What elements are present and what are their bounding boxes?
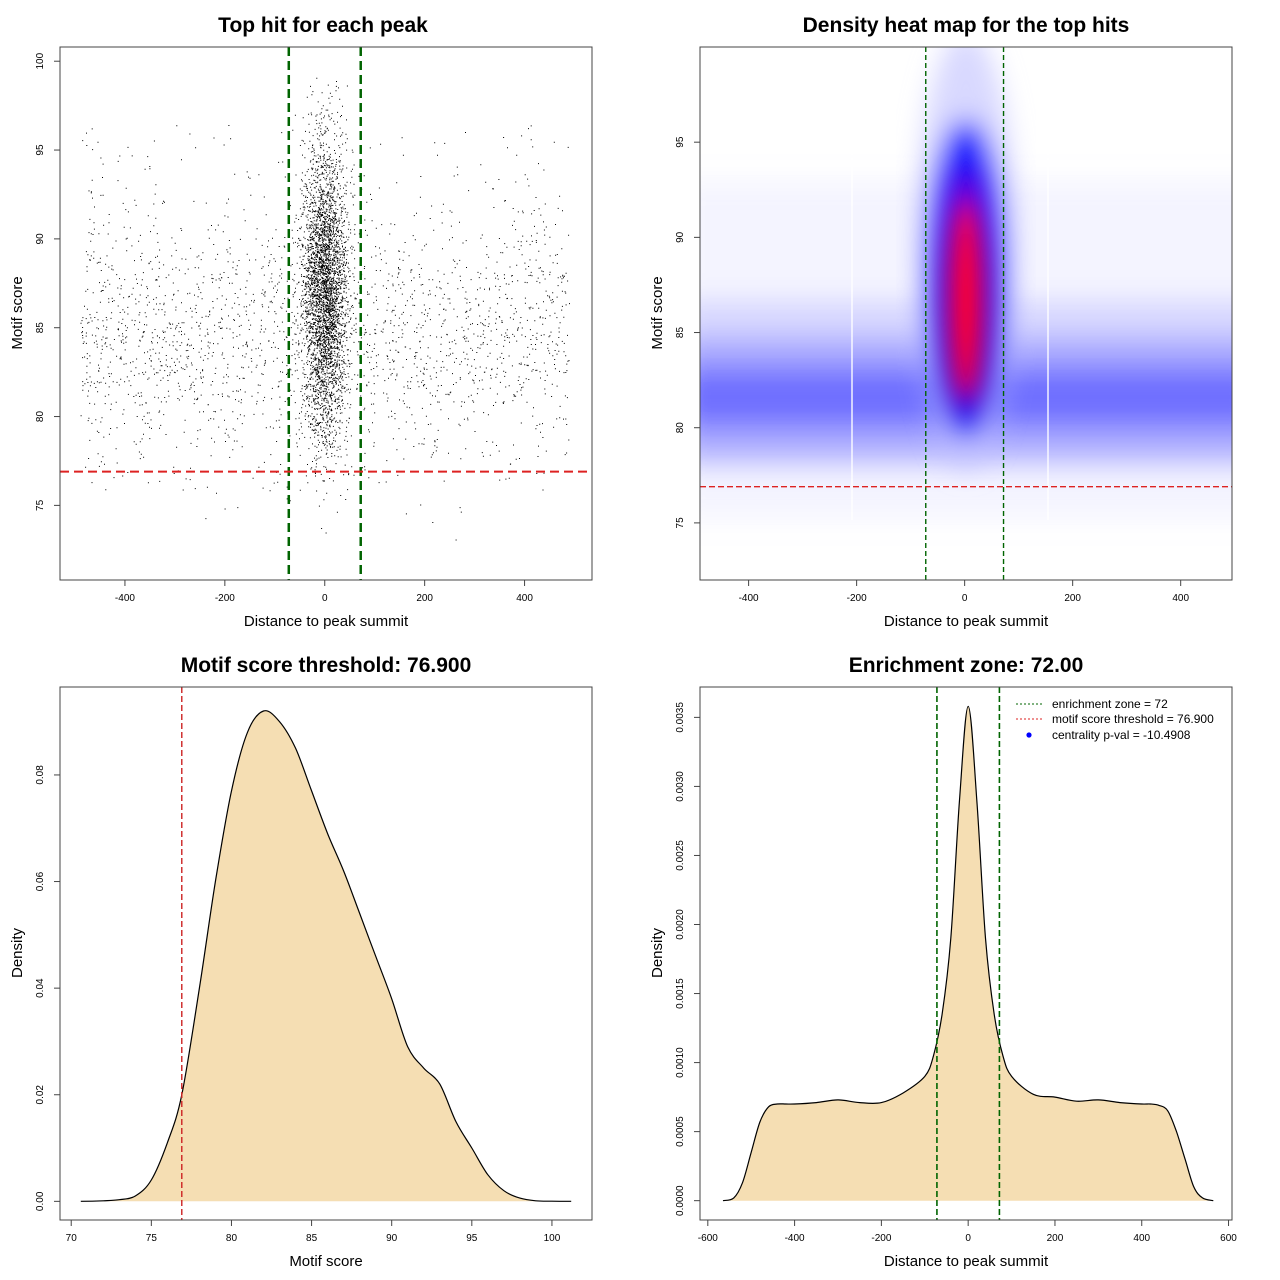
score-density-y-axis: 0.00 0.02 0.04 0.06 0.08 [35,765,60,1211]
y-tick-label: 80 [35,411,46,423]
y-tick-label: 0.0020 [675,909,686,940]
y-tick-label: 80 [675,422,686,434]
x-tick-label: 90 [386,1233,398,1244]
y-tick-label: 0.0005 [675,1116,686,1147]
distance-density-plot-frame [699,686,1233,1221]
heatmap-x-axis: -400 -200 0 200 400 [739,580,1189,604]
x-tick-label: 400 [1172,593,1189,604]
y-tick-label: 90 [675,231,686,243]
score-density-y-label: Density [9,927,26,978]
x-tick-label: 0 [965,1233,971,1244]
legend-centrality-dot [1026,732,1032,738]
y-tick-label: 0.08 [35,765,46,785]
score-density-x-axis: 70 75 80 85 90 95 100 [66,1220,561,1244]
heatmap-reference-lines [700,47,1232,580]
y-tick-label: 0.0015 [675,978,686,1009]
y-tick-label: 85 [35,322,46,334]
x-tick-label: 200 [416,593,433,604]
distance-density-title: Enrichment zone: 72.00 [849,654,1084,677]
x-tick-label: -200 [847,593,867,604]
y-tick-label: 0.0025 [675,840,686,871]
score-density-title: Motif score threshold: 76.900 [181,654,472,677]
x-tick-label: 100 [544,1233,561,1244]
x-tick-label: 85 [306,1233,318,1244]
y-tick-label: 85 [675,327,686,339]
heatmap-plot-frame [699,46,1233,581]
legend-motif-threshold: motif score threshold = 76.900 [1052,712,1214,726]
heatmap-x-label: Distance to peak summit [884,613,1049,630]
x-tick-label: -200 [215,593,235,604]
distance-density-panel: Enrichment zone: 72.00 -600 -400 -200 0 200 4… [649,654,1237,1270]
x-tick-label: 0 [962,593,968,604]
scatter-x-label: Distance to peak summit [244,613,409,630]
distance-density-x-label: Distance to peak summit [884,1253,1049,1270]
heatmap-panel: Density heat map for the top hits [649,14,1233,630]
scatter-title: Top hit for each peak [218,14,428,37]
score-density-x-label: Motif score [289,1253,362,1270]
legend: enrichment zone = 72 motif score thresho… [1016,697,1214,742]
distance-density-area [723,706,1214,1201]
distance-density-y-label: Density [649,927,666,978]
distance-density-curve [722,705,1214,1202]
y-tick-label: 0.0010 [675,1047,686,1078]
distance-density-x-axis: -600 -400 -200 0 200 400 600 [698,1220,1237,1244]
x-tick-label: 400 [516,593,533,604]
enrichment-zone-lines [936,687,1001,1220]
score-density-area [80,710,572,1202]
y-tick-label: 0.0030 [675,771,686,802]
y-tick-label: 95 [675,136,686,148]
legend-enrichment-zone: enrichment zone = 72 [1052,697,1168,711]
y-tick-label: 0.06 [35,871,46,891]
scatter-reference-lines [60,47,592,580]
y-tick-label: 90 [35,233,46,245]
y-tick-label: 75 [675,517,686,529]
x-tick-label: 0 [322,593,328,604]
x-tick-label: 200 [1064,593,1081,604]
y-tick-label: 75 [35,499,46,511]
x-tick-label: 200 [1047,1233,1064,1244]
heatmap-title: Density heat map for the top hits [803,14,1130,37]
heatmap-hotspot [944,170,988,410]
heatmap-y-axis: 75 80 85 90 95 [675,136,700,528]
scatter-panel: Top hit for each peak -400 -200 0 200 400 75… [9,14,593,630]
score-density-plot-frame [59,686,593,1221]
x-tick-label: -200 [871,1233,891,1244]
y-tick-label: 0.00 [35,1191,46,1211]
heatmap-y-label: Motif score [649,276,666,349]
x-tick-label: 600 [1220,1233,1237,1244]
x-tick-label: 80 [226,1233,238,1244]
legend-centrality-pval: centrality p-val = -10.4908 [1052,728,1191,742]
scatter-y-axis: 75 80 85 90 95 100 [35,52,60,511]
score-density-curve [80,710,572,1202]
x-tick-label: 95 [466,1233,478,1244]
x-tick-label: -400 [739,593,759,604]
y-tick-label: 0.04 [35,978,46,998]
x-tick-label: -400 [115,593,135,604]
scatter-y-label: Motif score [9,276,26,349]
x-tick-label: -600 [698,1233,718,1244]
y-tick-label: 100 [35,52,46,69]
distance-density-y-axis: 0.0000 0.0005 0.0010 0.0015 0.0020 0.0025 0.00… [675,702,700,1216]
y-tick-label: 0.0035 [675,702,686,733]
x-tick-label: 400 [1133,1233,1150,1244]
heatmap-white-grid-lines [851,47,1049,520]
y-tick-label: 0.02 [35,1085,46,1105]
x-tick-label: 75 [146,1233,158,1244]
scatter-plot-frame [59,46,593,581]
scatter-x-axis: -400 -200 0 200 400 [115,580,533,604]
score-density-panel: Motif score threshold: 76.900 70 75 80 85 90… [9,654,593,1270]
x-tick-label: 70 [66,1233,78,1244]
heatmap-density-field [700,47,1232,580]
x-tick-label: -400 [785,1233,805,1244]
y-tick-label: 0.0000 [675,1185,686,1216]
y-tick-label: 95 [35,144,46,156]
